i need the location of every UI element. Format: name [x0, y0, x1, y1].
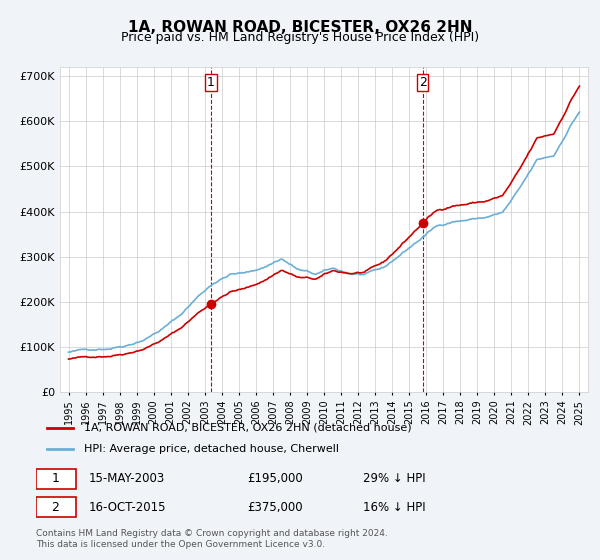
Text: 2: 2 — [419, 76, 427, 89]
Text: 1A, ROWAN ROAD, BICESTER, OX26 2HN: 1A, ROWAN ROAD, BICESTER, OX26 2HN — [128, 20, 472, 35]
Text: 16-OCT-2015: 16-OCT-2015 — [89, 501, 166, 514]
Text: Contains HM Land Registry data © Crown copyright and database right 2024.
This d: Contains HM Land Registry data © Crown c… — [36, 529, 388, 549]
Text: 16% ↓ HPI: 16% ↓ HPI — [364, 501, 426, 514]
Text: £195,000: £195,000 — [247, 473, 303, 486]
Text: 15-MAY-2003: 15-MAY-2003 — [89, 473, 165, 486]
Text: HPI: Average price, detached house, Cherwell: HPI: Average price, detached house, Cher… — [83, 444, 338, 454]
Text: 29% ↓ HPI: 29% ↓ HPI — [364, 473, 426, 486]
FancyBboxPatch shape — [36, 497, 76, 517]
FancyBboxPatch shape — [36, 469, 76, 489]
Text: £375,000: £375,000 — [247, 501, 303, 514]
Text: 1A, ROWAN ROAD, BICESTER, OX26 2HN (detached house): 1A, ROWAN ROAD, BICESTER, OX26 2HN (deta… — [83, 423, 411, 433]
Text: Price paid vs. HM Land Registry's House Price Index (HPI): Price paid vs. HM Land Registry's House … — [121, 31, 479, 44]
Text: 1: 1 — [207, 76, 215, 89]
Text: 2: 2 — [52, 501, 59, 514]
Text: 1: 1 — [52, 473, 59, 486]
